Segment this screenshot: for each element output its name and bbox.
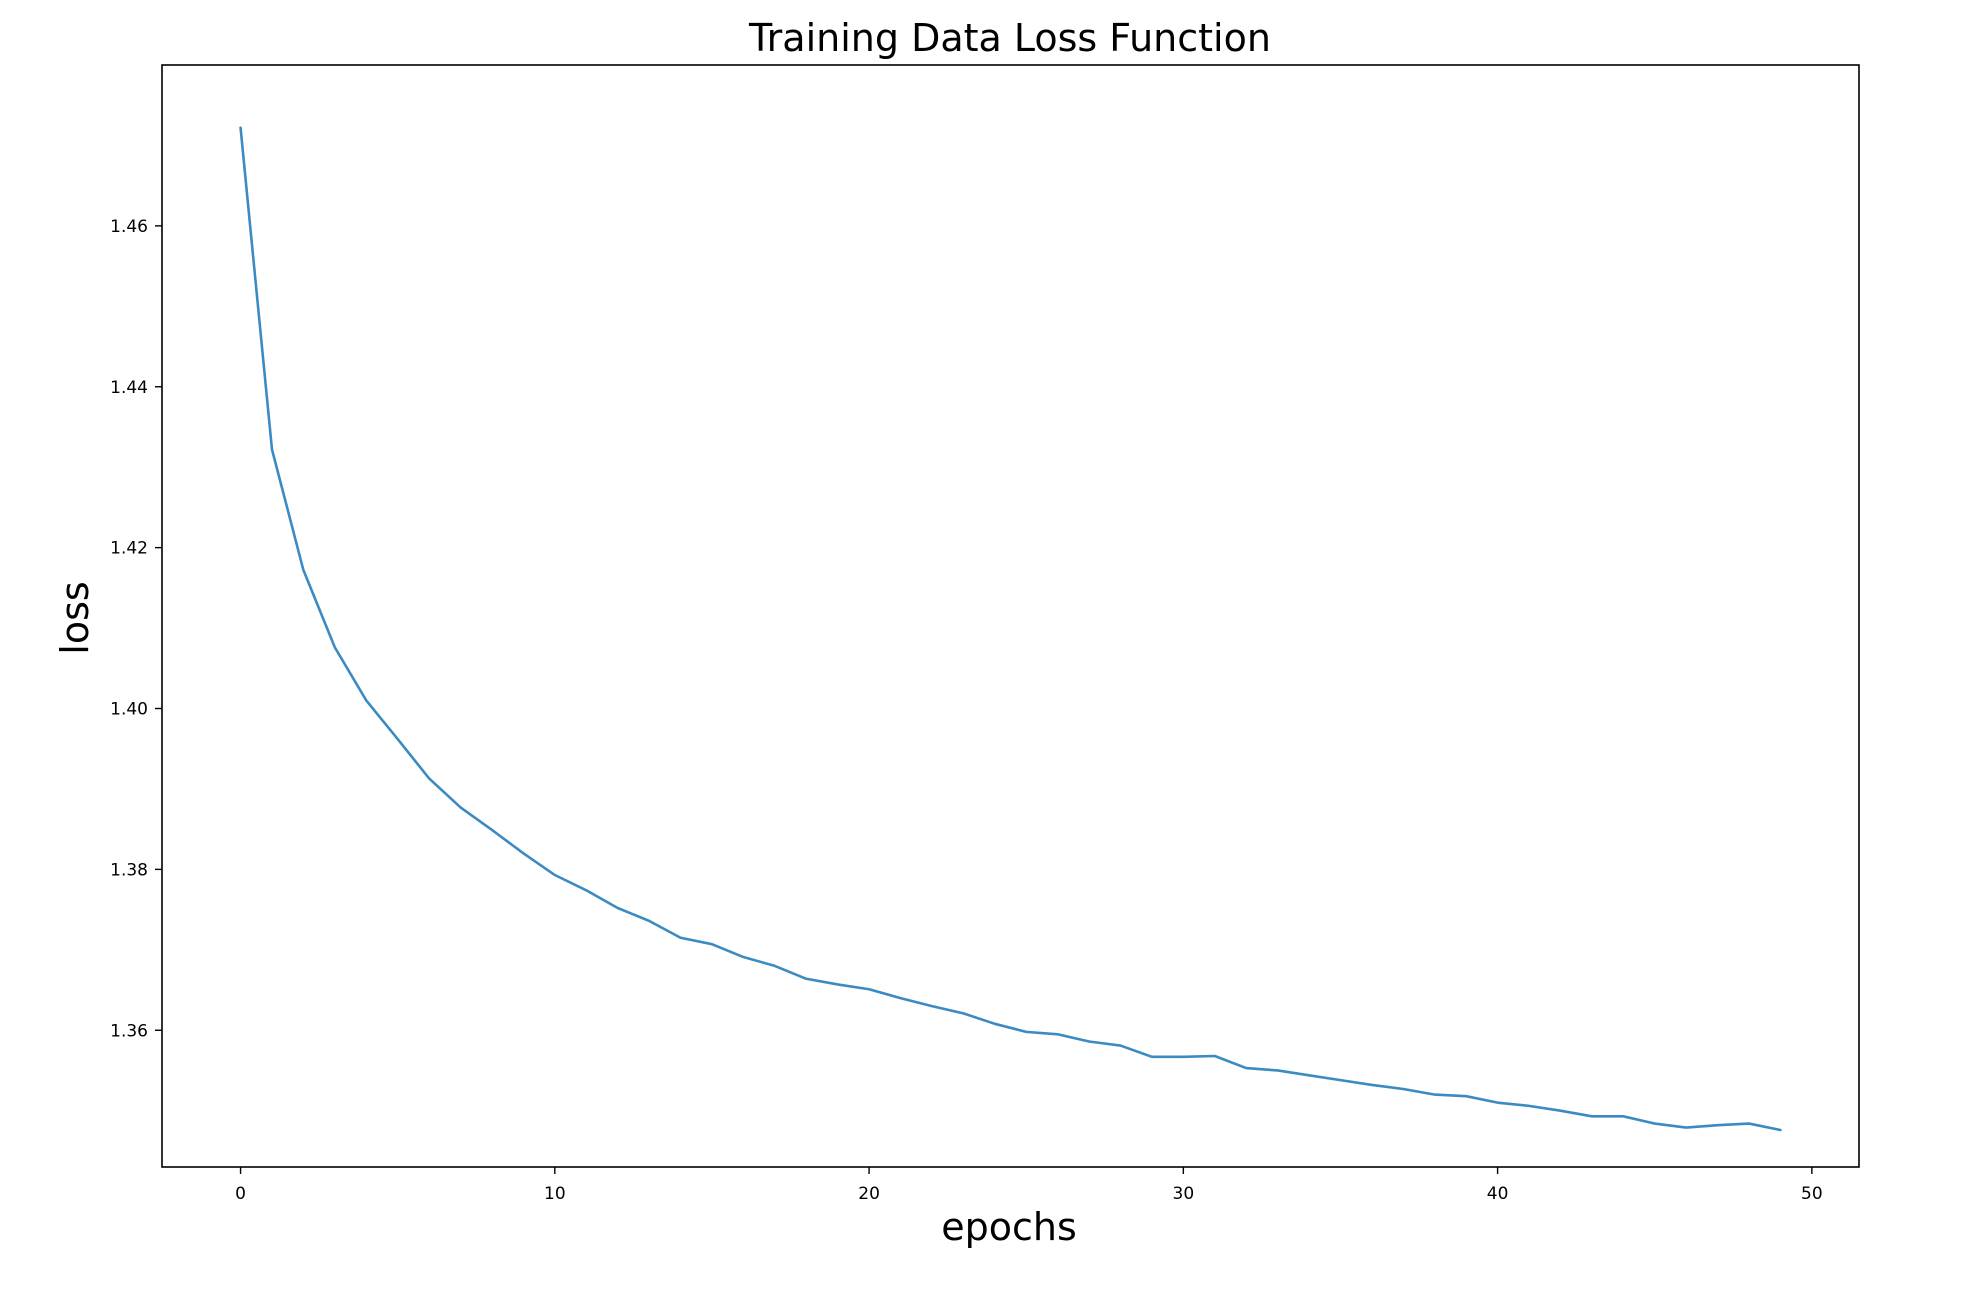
x-tick-label: 50	[1801, 1184, 1823, 1204]
x-axis-title: epochs	[941, 1205, 1077, 1249]
y-axis-title: loss	[53, 581, 97, 654]
y-tick-label: 1.42	[110, 539, 148, 559]
y-tick-label: 1.38	[110, 860, 148, 880]
plot-area-frame	[161, 64, 1860, 1168]
loss-series-line	[239, 126, 1782, 1132]
y-tick-label: 1.40	[110, 700, 148, 720]
x-tick-label: 0	[235, 1184, 246, 1204]
chart-title: Training Data Loss Function	[748, 16, 1271, 60]
x-axis-ticks: 0 10 20 30 40 50	[235, 1167, 1823, 1204]
y-tick-label: 1.46	[110, 217, 148, 237]
y-axis-ticks: 1.36 1.38 1.40 1.42 1.44 1.46	[110, 217, 162, 1041]
x-tick-label: 40	[1487, 1184, 1509, 1204]
x-tick-label: 10	[544, 1184, 566, 1204]
y-tick-label: 1.44	[110, 378, 148, 398]
x-tick-label: 30	[1173, 1184, 1195, 1204]
y-tick-label: 1.36	[110, 1021, 148, 1041]
x-tick-label: 20	[858, 1184, 880, 1204]
series-layer	[239, 126, 1782, 1132]
